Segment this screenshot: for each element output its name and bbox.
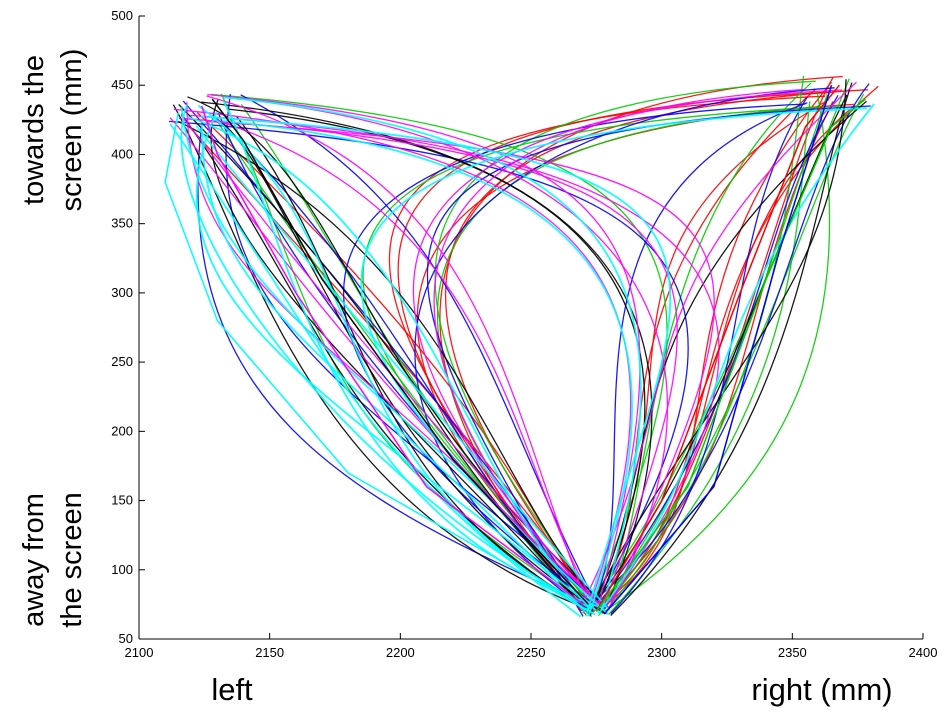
x-tick-label: 2400	[909, 645, 938, 660]
x-tick-label: 2150	[255, 645, 284, 660]
trajectory-line	[201, 125, 586, 613]
trajectory-line	[200, 101, 653, 609]
x-right-label: right (mm)	[751, 672, 892, 707]
away-screen-label-line2: the screen	[56, 492, 88, 627]
towards-screen-label-line1: towards the	[18, 55, 50, 205]
y-tick-label: 50	[119, 631, 133, 646]
y-tick-label: 500	[111, 8, 133, 23]
y-tick-label: 350	[111, 216, 133, 231]
trajectory-line	[581, 83, 870, 612]
y-axis-ticks: 50 100 150 200 250 300 350 400 450 500	[111, 8, 145, 646]
trajectory-line	[205, 120, 715, 609]
series-line	[595, 98, 866, 612]
trajectory-line	[172, 104, 586, 609]
series-line	[211, 98, 590, 605]
trajectory-line	[590, 100, 867, 614]
x-tick-label: 2100	[125, 645, 154, 660]
x-left-label: left	[211, 672, 253, 707]
trajectory-line	[178, 117, 678, 612]
trajectory-line	[206, 95, 593, 615]
trajectory-line	[201, 115, 672, 617]
trajectory-line	[589, 101, 834, 615]
trajectory-line	[604, 75, 805, 613]
y-tick-label: 150	[111, 493, 133, 508]
trajectory-line	[190, 114, 720, 609]
trajectory-line	[610, 82, 853, 616]
series-line	[603, 84, 833, 615]
series-line	[200, 105, 584, 605]
x-tick-label: 2200	[386, 645, 415, 660]
trajectory-line	[594, 98, 830, 609]
trajectory-line	[235, 115, 591, 609]
series-line	[164, 112, 589, 612]
trajectory-line	[207, 93, 641, 609]
y-tick-label: 400	[111, 146, 133, 161]
trajectory-line	[180, 114, 604, 610]
y-tick-label: 300	[111, 285, 133, 300]
trajectory-line	[600, 81, 833, 611]
trajectory-line	[439, 75, 843, 616]
trajectory-line	[240, 94, 599, 608]
trajectory-line	[177, 120, 606, 615]
trajectory-line	[195, 125, 611, 611]
trajectory-line	[196, 111, 602, 615]
x-axis-ticks: 2100 2150 2200 2250 2300 2350 2400	[125, 633, 938, 660]
trajectory-line	[434, 80, 816, 610]
trajectory-line	[197, 104, 596, 616]
x-tick-label: 2250	[517, 645, 546, 660]
trajectory-line	[590, 79, 847, 607]
towards-screen-label-line2: screen (mm)	[56, 49, 88, 212]
y-tick-label: 100	[111, 562, 133, 577]
trajectory-line	[221, 121, 598, 608]
trajectory-line	[197, 125, 597, 608]
trajectory-line	[362, 105, 845, 611]
trajectory-line	[223, 96, 642, 610]
trajectory-line	[580, 81, 857, 607]
trajectory-line	[222, 120, 633, 617]
away-screen-label-line1: away from	[18, 493, 50, 627]
trajectory-line	[594, 94, 839, 609]
trajectory-line	[602, 92, 831, 614]
series-line	[595, 84, 840, 612]
trajectory-line	[597, 93, 865, 617]
trajectory-line	[225, 94, 606, 610]
trajectory-line	[169, 123, 582, 618]
x-tick-label: 2350	[778, 645, 807, 660]
y-tick-label: 450	[111, 77, 133, 92]
trajectory-line	[224, 96, 669, 610]
y-tick-label: 250	[111, 354, 133, 369]
x-tick-label: 2300	[647, 645, 676, 660]
y-tick-label: 200	[111, 423, 133, 438]
trajectory-lines	[164, 75, 879, 618]
trajectory-line	[180, 104, 592, 610]
